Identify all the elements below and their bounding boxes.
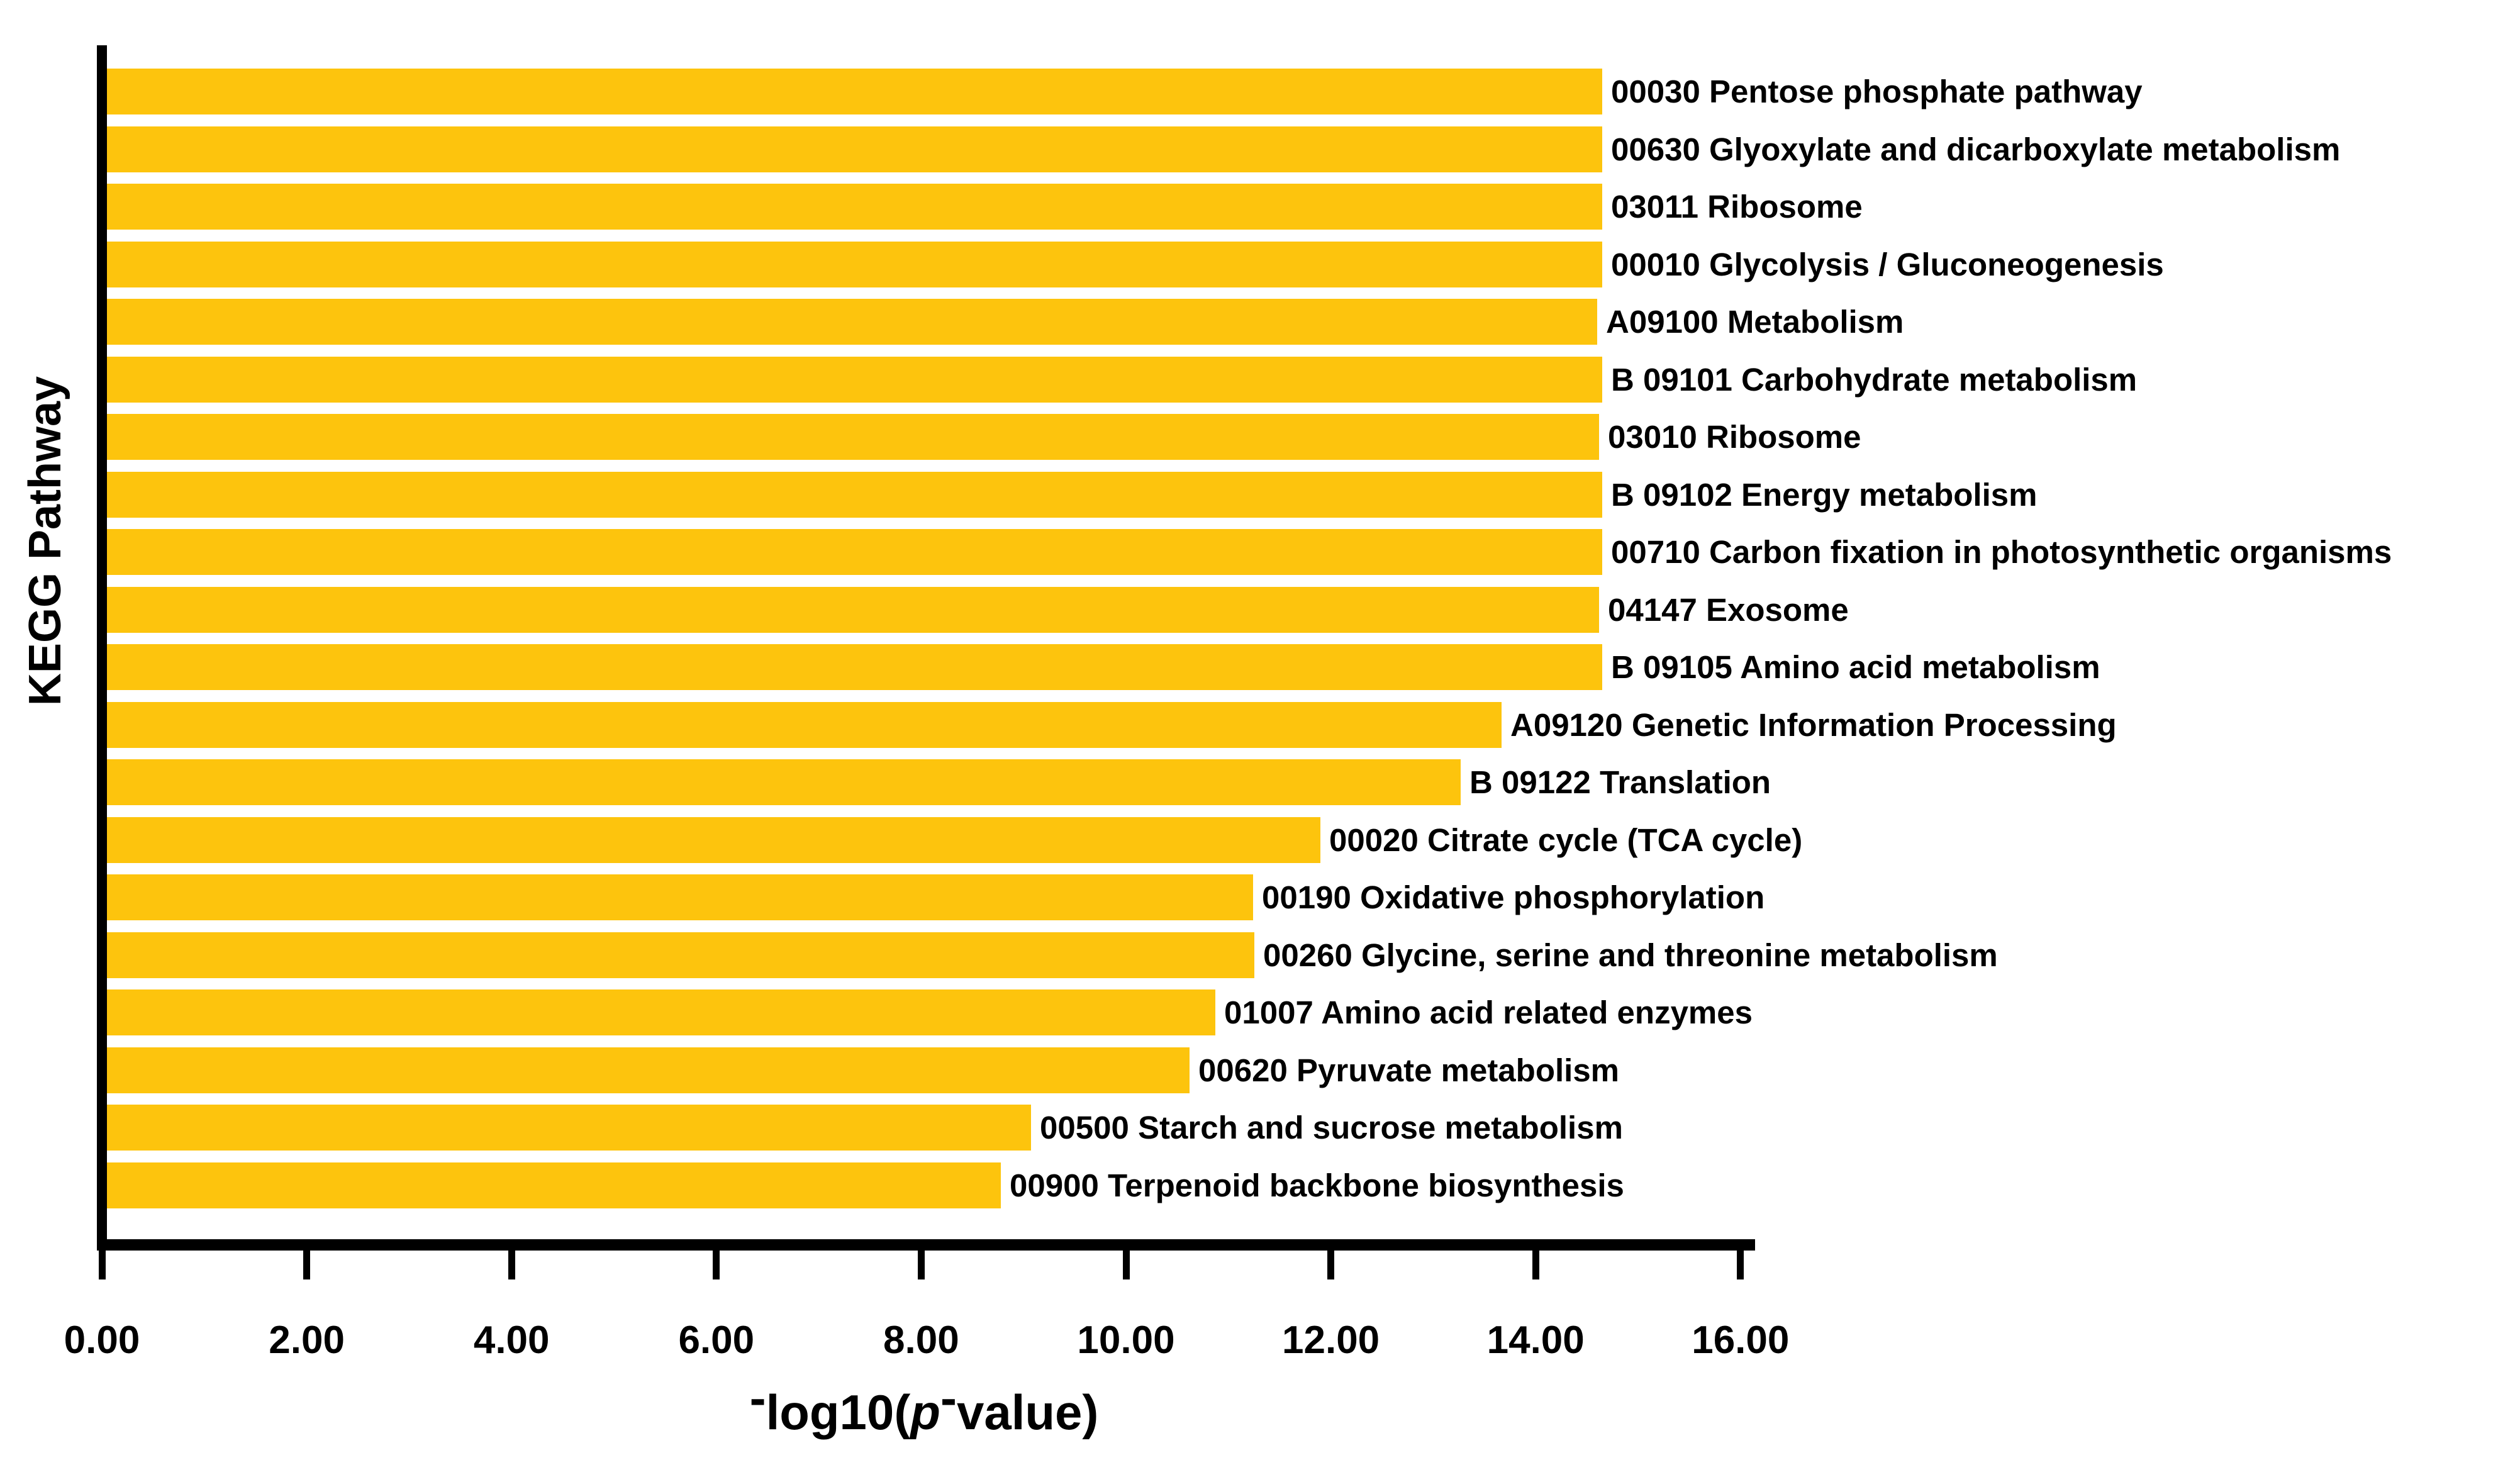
y-axis-line [97, 45, 107, 1251]
bar [107, 1162, 1001, 1208]
bar [107, 989, 1215, 1035]
x-axis-title: -log10(p-value) [107, 1370, 1741, 1441]
bar-row: 00500 Starch and sucrose metabolism [107, 1105, 2520, 1151]
y-axis-title: KEGG Pathway [20, 376, 70, 706]
bar [107, 759, 1461, 805]
bar-label: 00020 Citrate cycle (TCA cycle) [1329, 822, 1803, 858]
bar-label: 03011 Ribosome [1611, 189, 1863, 225]
bar [107, 1105, 1031, 1151]
bar-row: A09100 Metabolism [107, 299, 2520, 345]
bar-row: 00260 Glycine, serine and threonine meta… [107, 932, 2520, 978]
x-tick-label: 16.00 [1692, 1318, 1790, 1362]
x-tick [98, 1251, 106, 1279]
bar-label: 00630 Glyoxylate and dicarboxylate metab… [1611, 131, 2341, 167]
x-axis-title-rest: value) [956, 1385, 1099, 1440]
bar-row: B 09122 Translation [107, 759, 2520, 805]
x-axis-title-func: log10( [766, 1385, 911, 1440]
x-tick [1327, 1251, 1335, 1279]
bar-label: 01007 Amino acid related enzymes [1224, 995, 1753, 1030]
x-tick-label: 10.00 [1077, 1318, 1175, 1362]
bar-label: 00620 Pyruvate metabolism [1198, 1052, 1620, 1088]
minus-sign: - [940, 1369, 957, 1425]
bar [107, 356, 1602, 403]
bar-row: 03010 Ribosome [107, 414, 2520, 460]
bar-label: 00010 Glycolysis / Gluconeogenesis [1611, 246, 2164, 282]
bar [107, 471, 1602, 518]
x-tick [303, 1251, 311, 1279]
x-tick-label: 12.00 [1282, 1318, 1380, 1362]
bar-row: 04147 Exosome [107, 586, 2520, 633]
bar-row: 00020 Citrate cycle (TCA cycle) [107, 817, 2520, 863]
x-tick [1532, 1251, 1539, 1279]
bar [107, 241, 1602, 287]
bar-label: A09100 Metabolism [1606, 304, 1904, 340]
bar-label: 00710 Carbon fixation in photosynthetic … [1611, 534, 2392, 570]
bar [107, 299, 1597, 345]
bar-row: 00710 Carbon fixation in photosynthetic … [107, 529, 2520, 575]
bar [107, 69, 1602, 114]
bar-row: A09120 Genetic Information Processing [107, 701, 2520, 748]
x-tick-label: 8.00 [883, 1318, 959, 1362]
bar-row: 00900 Terpenoid backbone biosynthesis [107, 1162, 2520, 1208]
bar [107, 817, 1320, 863]
x-tick [917, 1251, 925, 1279]
x-tick-label: 2.00 [269, 1318, 345, 1362]
x-tick [1122, 1251, 1130, 1279]
bar-label: 00030 Pentose phosphate pathway [1611, 74, 2143, 109]
x-tick-label: 0.00 [64, 1318, 140, 1362]
bar [107, 414, 1599, 460]
bar-label: 03010 Ribosome [1608, 419, 1861, 455]
minus-sign: - [749, 1369, 766, 1425]
bar-label: B 09101 Carbohydrate metabolism [1611, 361, 2138, 398]
x-tick [1737, 1251, 1744, 1279]
x-tick [508, 1251, 515, 1279]
bar-row: 00010 Glycolysis / Gluconeogenesis [107, 241, 2520, 287]
bar-label: 00260 Glycine, serine and threonine meta… [1263, 937, 1998, 973]
bar [107, 184, 1602, 230]
bar-row: 00190 Oxidative phosphorylation [107, 874, 2520, 920]
bar [107, 586, 1599, 633]
bar [107, 874, 1253, 920]
bar-label: 00190 Oxidative phosphorylation [1262, 879, 1765, 915]
bar-row: 00030 Pentose phosphate pathway [107, 69, 2520, 114]
bar-row: 03011 Ribosome [107, 184, 2520, 230]
x-tick [713, 1251, 720, 1279]
bar-row: 00620 Pyruvate metabolism [107, 1047, 2520, 1093]
x-tick-label: 6.00 [678, 1318, 755, 1362]
bar [107, 126, 1602, 172]
bar-label: 04147 Exosome [1608, 591, 1849, 628]
x-tick-label: 14.00 [1486, 1318, 1585, 1362]
bar [107, 1047, 1190, 1093]
bar [107, 529, 1602, 575]
bar [107, 932, 1254, 978]
bar-label: B 09105 Amino acid metabolism [1611, 649, 2100, 685]
bar-label: B 09122 Translation [1469, 764, 1771, 800]
bar [107, 644, 1602, 690]
bar-label: 00500 Starch and sucrose metabolism [1040, 1110, 1623, 1145]
bar-label: 00900 Terpenoid backbone biosynthesis [1010, 1167, 1624, 1203]
bar-row: 01007 Amino acid related enzymes [107, 989, 2520, 1035]
bar-row: B 09102 Energy metabolism [107, 471, 2520, 518]
bar-row: B 09101 Carbohydrate metabolism [107, 356, 2520, 403]
bar-row: B 09105 Amino acid metabolism [107, 644, 2520, 690]
x-tick-label: 4.00 [473, 1318, 550, 1362]
bar-row: 00630 Glyoxylate and dicarboxylate metab… [107, 126, 2520, 172]
p-variable: p [910, 1385, 940, 1440]
bar-label: B 09102 Energy metabolism [1611, 476, 2038, 513]
bar [107, 701, 1502, 748]
bar-label: A09120 Genetic Information Processing [1510, 706, 2117, 743]
x-axis-line [97, 1239, 1755, 1251]
plot-area: 00030 Pentose phosphate pathway 00630 Gly… [107, 69, 2520, 1208]
